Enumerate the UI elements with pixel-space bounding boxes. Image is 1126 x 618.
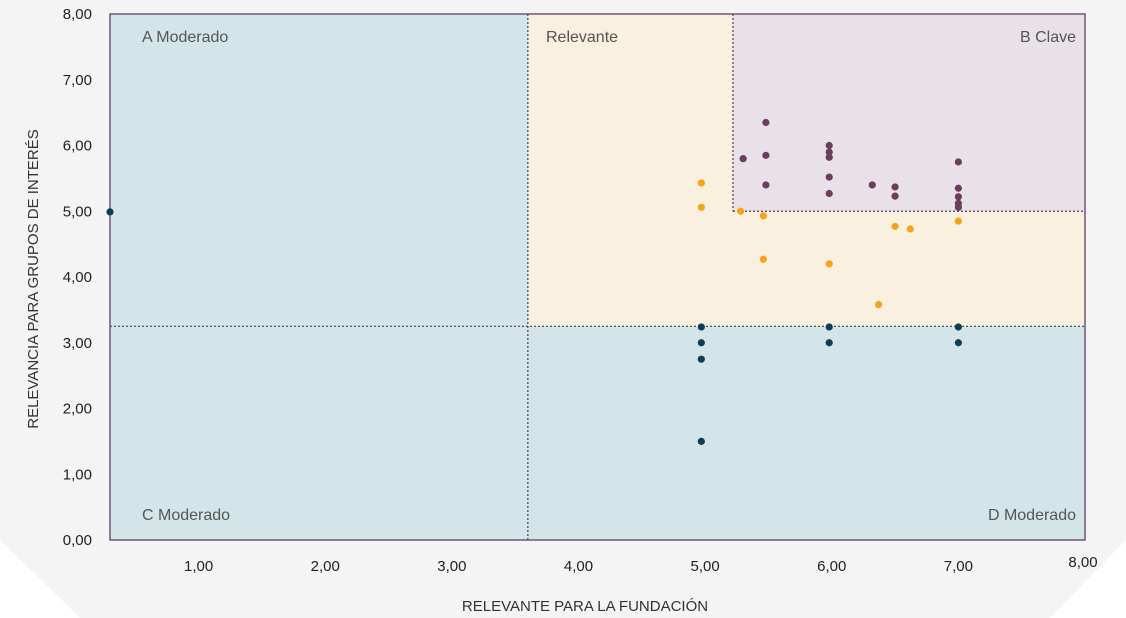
plot-frame [109, 13, 1086, 541]
quadrant-labels: A Moderado Relevante B Clave C Moderado D Mo… [142, 29, 1076, 524]
data-point [954, 184, 962, 192]
x-tick-label: 1,00 [184, 558, 213, 575]
data-point [825, 189, 833, 198]
data-point [825, 148, 833, 156]
y-tick-label: 8,00 [63, 6, 92, 23]
data-point [697, 355, 705, 363]
data-point [825, 260, 833, 268]
y-tick-label: 4,00 [63, 269, 92, 286]
data-point [697, 203, 705, 211]
region-a-moderado [110, 14, 528, 540]
data-point [825, 339, 833, 347]
x-tick-label: 2,00 [311, 558, 340, 575]
data-point [762, 181, 770, 189]
quadrant-label-d: D Moderado [988, 507, 1076, 524]
data-point [762, 118, 770, 127]
quadrant-regions [110, 14, 1085, 540]
data-point [825, 153, 833, 161]
data-point [891, 183, 899, 191]
y-axis-title: RELEVANCIA PARA GRUPOS DE INTERÉS [25, 129, 42, 429]
y-tick-label: 6,00 [63, 138, 92, 155]
data-point [954, 158, 962, 166]
tick-labels: 0,00 1,00 2,00 3,00 4,00 5,00 6,00 7,00 8,00 1,00… [63, 6, 1098, 575]
y-tick-label: 2,00 [63, 401, 92, 418]
y-tick-label: 1,00 [63, 466, 92, 483]
quadrant-label-c: C Moderado [142, 507, 230, 524]
x-tick-label: 8,00 [1068, 554, 1097, 571]
data-point [697, 179, 705, 187]
quadrant-label-a: A Moderado [142, 29, 228, 46]
data-point [736, 207, 745, 215]
data-points [106, 118, 962, 445]
y-tick-label: 5,00 [63, 203, 92, 220]
x-tick-label: 5,00 [691, 558, 720, 575]
y-tick-label: 3,00 [63, 335, 92, 352]
data-point [954, 339, 962, 347]
y-tick-label: 7,00 [63, 72, 92, 89]
data-point [697, 323, 705, 331]
data-point [891, 222, 899, 230]
data-point [759, 255, 767, 263]
data-point [875, 301, 883, 309]
data-point [762, 151, 770, 159]
data-point [906, 225, 914, 233]
data-point [954, 323, 962, 331]
data-point [954, 217, 962, 225]
region-b-clave [732, 14, 1085, 212]
data-point [868, 181, 876, 189]
x-tick-label: 3,00 [437, 558, 466, 575]
data-point [954, 193, 962, 201]
plot-border [109, 13, 1086, 541]
data-point [891, 192, 899, 200]
data-point [825, 173, 833, 181]
x-tick-label: 4,00 [564, 558, 593, 575]
x-tick-label: 7,00 [944, 558, 973, 575]
data-point [697, 437, 705, 445]
data-point [825, 323, 833, 331]
data-point [739, 155, 747, 163]
quadrant-label-relevante: Relevante [546, 29, 618, 46]
x-tick-label: 6,00 [817, 558, 846, 575]
data-point [825, 141, 833, 150]
x-axis-title: RELEVANTE PARA LA FUNDACIÓN [462, 598, 708, 615]
data-point [759, 212, 767, 220]
quadrant-label-b: B Clave [1020, 29, 1076, 46]
data-point [106, 208, 114, 216]
region-d-moderado [527, 326, 1085, 540]
y-tick-label: 0,00 [63, 532, 92, 549]
data-point [954, 203, 962, 211]
data-point [697, 339, 705, 347]
